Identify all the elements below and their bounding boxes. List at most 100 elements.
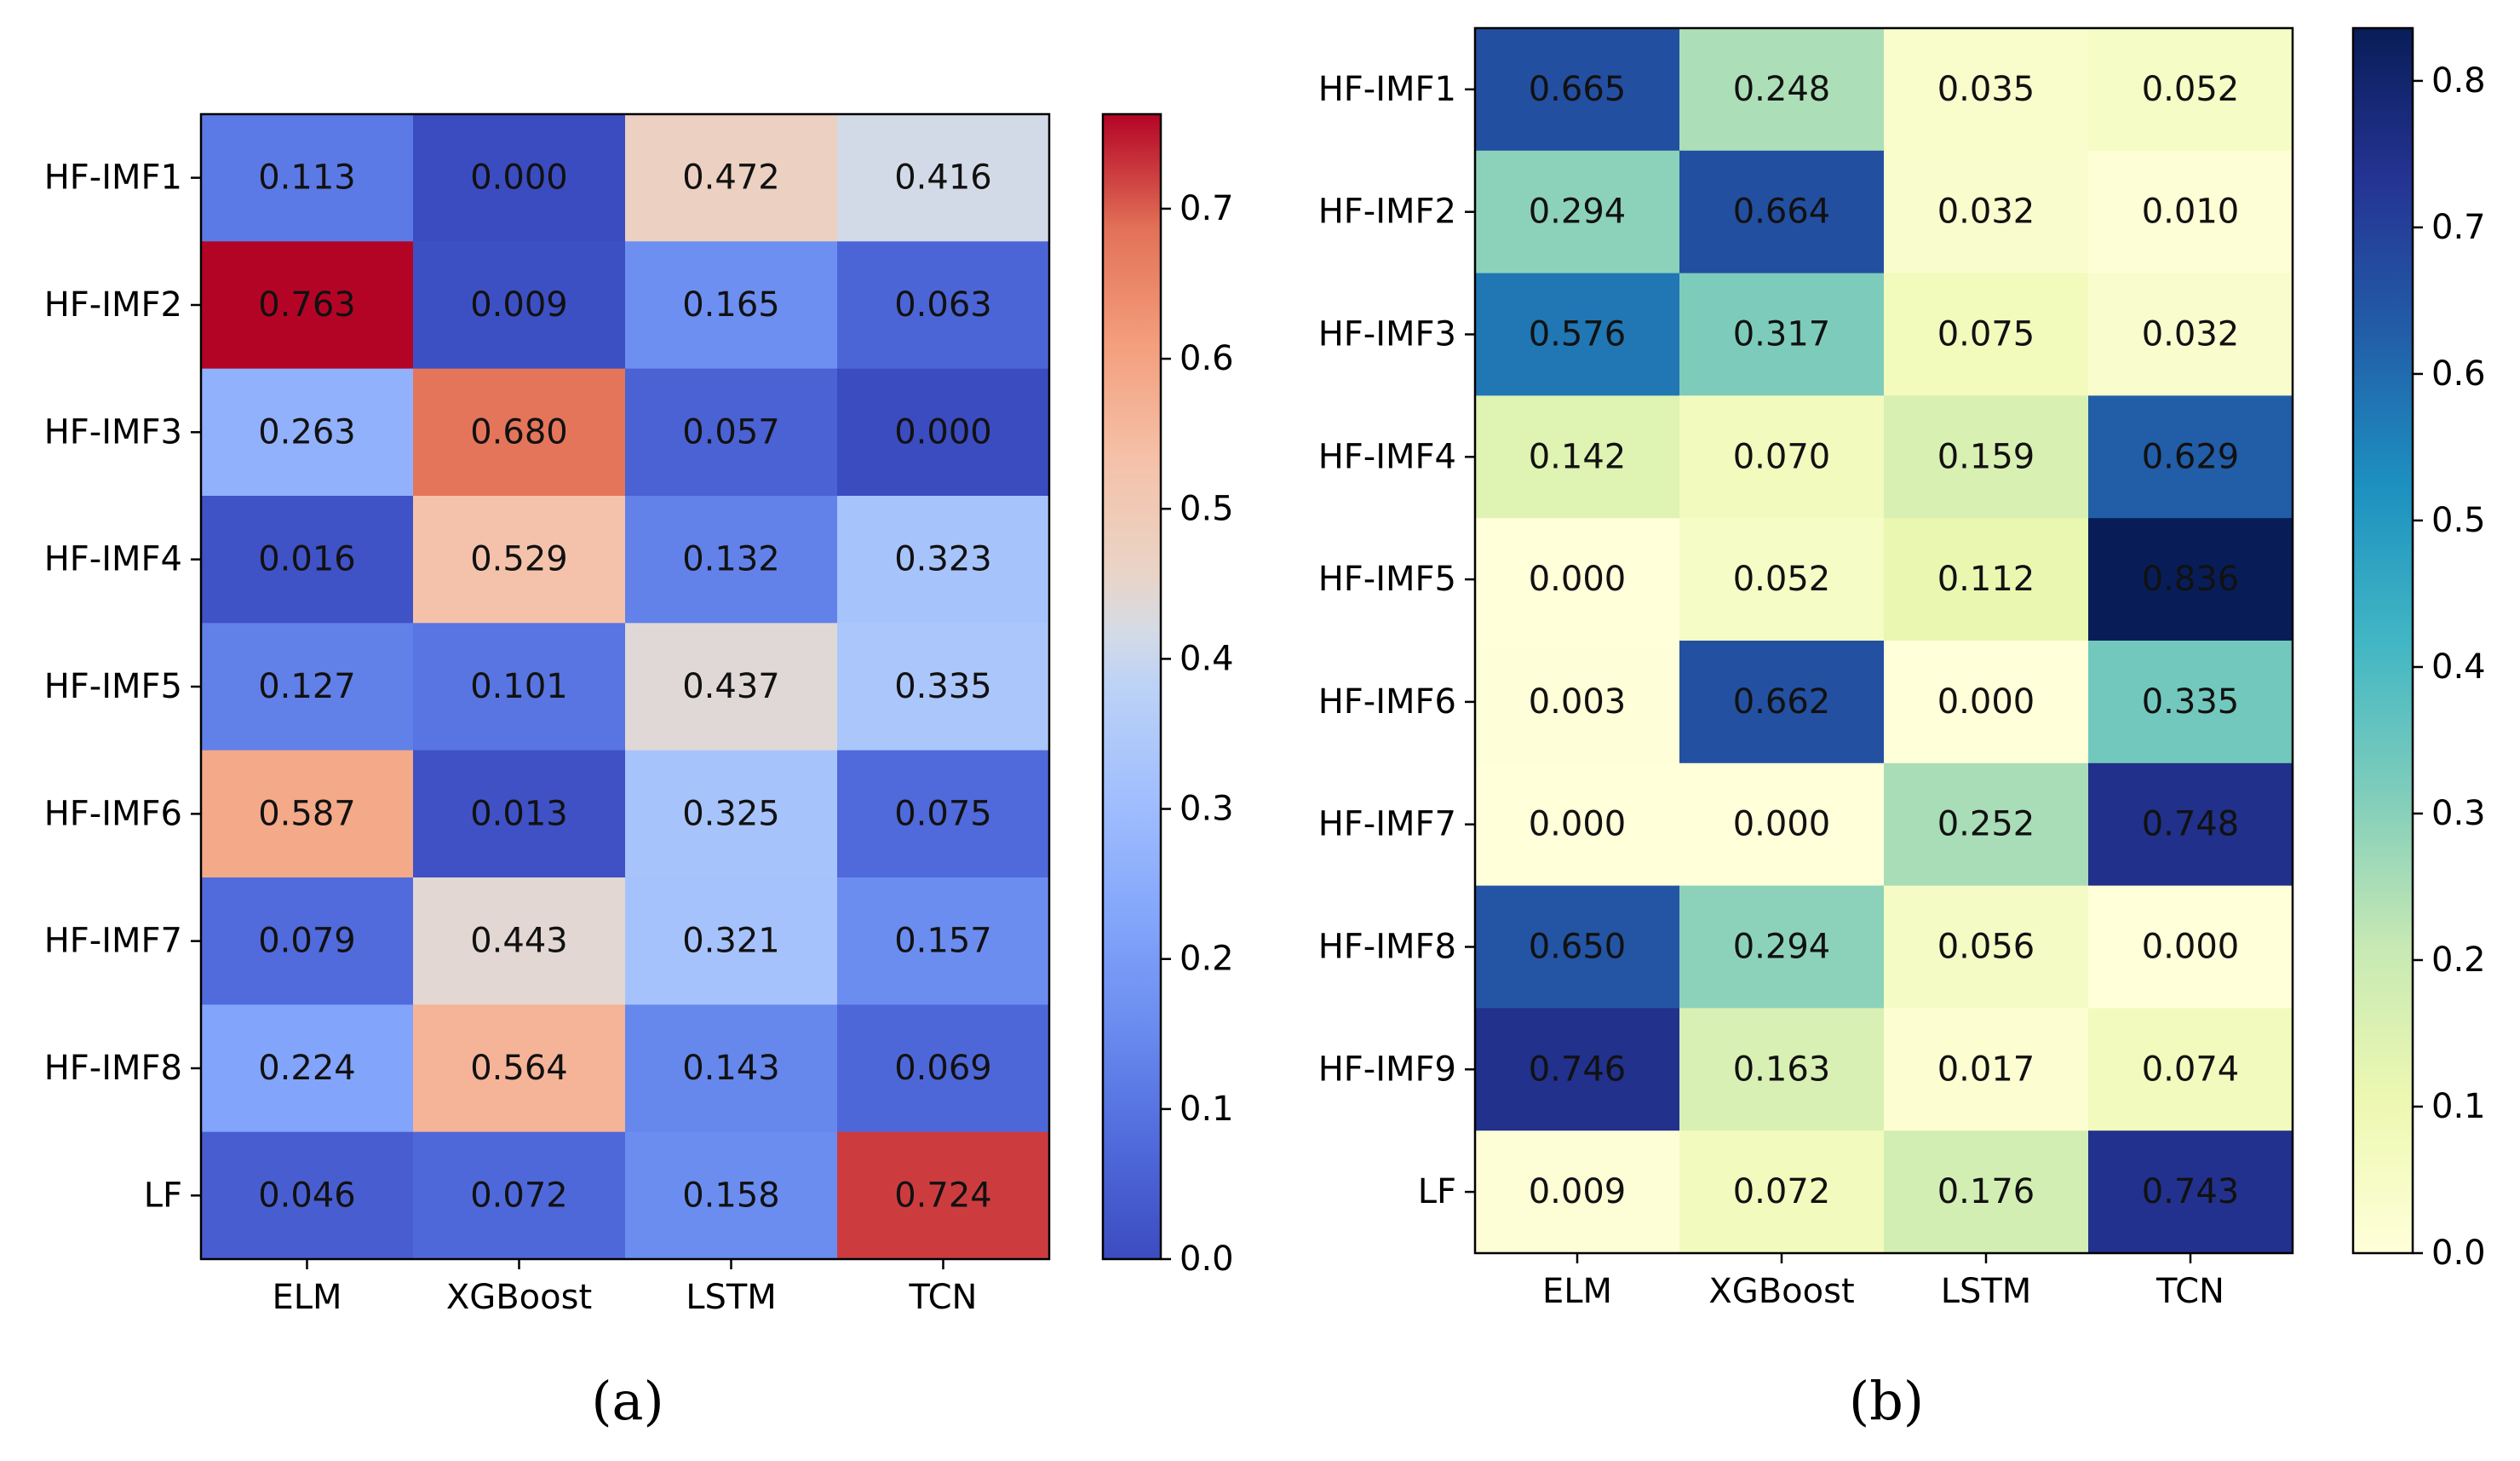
cell-value-label: 0.159 <box>1937 437 2035 476</box>
heatmap-cell-b-r8-c1 <box>1475 885 1680 1009</box>
y-tick-label: HF-IMF4 <box>1318 437 1456 476</box>
colorbar-tick-label: 0.1 <box>2431 1087 2486 1126</box>
cell-value-label: 0.113 <box>258 158 356 198</box>
y-tick-label: HF-IMF2 <box>44 285 182 325</box>
heatmap-cell-b-r9-c3 <box>1884 1008 2089 1131</box>
cell-value-label: 0.079 <box>258 922 356 961</box>
colorbar-tick-label: 0.7 <box>2431 208 2486 247</box>
heatmap-cell-a-r5-c4 <box>837 623 1050 751</box>
cell-value-label: 0.000 <box>2142 928 2240 967</box>
cell-value-label: 0.075 <box>1937 315 2035 354</box>
heatmap-cell-b-r10-c2 <box>1679 1130 1885 1254</box>
heatmap-cell-b-r8-c4 <box>2088 885 2293 1009</box>
heatmap-panel-b: 0.665 0.248 0.035 0.052 0.294 0.664 0.032 0.010… <box>1318 26 2486 1311</box>
colorbar-tick-label: 0.0 <box>2431 1234 2486 1273</box>
heatmap-cell-b-r5-c3 <box>1884 518 2089 641</box>
y-tick-label: HF-IMF9 <box>1318 1050 1456 1089</box>
cell-value-label: 0.052 <box>2142 70 2240 109</box>
heatmap-cell-a-r8-c1 <box>201 1004 414 1133</box>
cell-value-label: 0.662 <box>1733 682 1831 722</box>
heatmap-cell-a-r7-c1 <box>201 877 414 1005</box>
cell-value-label: 0.072 <box>1733 1172 1831 1211</box>
heatmap-cell-b-r4-c4 <box>2088 395 2293 519</box>
heatmap-cell-b-r5-c1 <box>1475 518 1680 641</box>
y-tick-label: HF-IMF5 <box>44 667 182 706</box>
heatmap-cell-b-r1-c1 <box>1475 28 1680 152</box>
cell-value-label: 0.070 <box>1733 437 1831 476</box>
cell-value-label: 0.443 <box>470 922 568 961</box>
heatmap-cell-a-r4-c1 <box>201 496 414 624</box>
heatmap-cell-a-r6-c1 <box>201 750 414 878</box>
y-tick-label: HF-IMF8 <box>1318 928 1456 967</box>
colorbar-tick-label: 0.3 <box>1180 790 1234 829</box>
cell-value-label: 0.680 <box>470 412 568 452</box>
heatmap-cell-a-r9-c4 <box>837 1131 1050 1260</box>
heatmap-cell-a-r7-c3 <box>625 877 838 1005</box>
heatmap-cell-b-r2-c4 <box>2088 150 2293 274</box>
y-tick-label: HF-IMF2 <box>1318 193 1456 232</box>
colorbar-tick-label: 0.3 <box>2431 794 2486 833</box>
heatmap-cell-a-r4-c4 <box>837 496 1050 624</box>
heatmap-cell-b-r10-c1 <box>1475 1130 1680 1254</box>
cell-value-label: 0.325 <box>682 794 780 833</box>
colorbar-tick-label: 0.1 <box>1180 1090 1234 1129</box>
heatmap-cell-b-r10-c4 <box>2088 1130 2293 1254</box>
heatmap-cell-a-r4-c3 <box>625 496 838 624</box>
cell-value-label: 0.075 <box>894 794 992 833</box>
heatmap-cell-b-r5-c2 <box>1679 518 1885 641</box>
heatmap-cell-a-r1-c2 <box>413 114 626 242</box>
heatmap-cell-a-r3-c3 <box>625 368 838 497</box>
heatmap-cell-a-r5-c3 <box>625 623 838 751</box>
cell-value-label: 0.416 <box>894 158 992 198</box>
cell-value-label: 0.000 <box>470 158 568 198</box>
panel-label-b: (b) <box>1848 1370 1925 1432</box>
heatmap-cell-a-r2-c4 <box>837 241 1050 370</box>
cell-value-label: 0.650 <box>1529 928 1627 967</box>
heatmap-cell-b-r7-c4 <box>2088 762 2293 887</box>
cell-value-label: 0.157 <box>894 922 992 961</box>
cell-value-label: 0.472 <box>682 158 780 198</box>
cell-value-label: 0.000 <box>1937 682 2035 722</box>
cell-value-label: 0.724 <box>894 1176 992 1215</box>
x-tick-label: ELM <box>272 1278 342 1317</box>
cell-value-label: 0.009 <box>1529 1172 1627 1211</box>
cell-value-label: 0.032 <box>2142 315 2240 354</box>
cell-value-label: 0.057 <box>682 412 780 452</box>
x-tick-label: XGBoost <box>1708 1272 1854 1311</box>
heatmap-cell-b-r6-c1 <box>1475 641 1680 764</box>
cell-value-label: 0.665 <box>1529 70 1627 109</box>
cell-value-label: 0.032 <box>1937 193 2035 232</box>
heatmap-cell-b-r9-c2 <box>1679 1008 1885 1131</box>
heatmap-cell-a-r5-c1 <box>201 623 414 751</box>
x-tick-label: TCN <box>2155 1272 2224 1311</box>
heatmap-cell-a-r3-c2 <box>413 368 626 497</box>
x-tick-label: ELM <box>1542 1272 1612 1311</box>
y-tick-label: HF-IMF1 <box>1318 70 1456 109</box>
heatmap-cell-a-r6-c4 <box>837 750 1050 878</box>
cell-value-label: 0.017 <box>1937 1050 2035 1089</box>
heatmap-cell-a-r1-c1 <box>201 114 414 242</box>
cell-value-label: 0.294 <box>1529 193 1627 232</box>
y-tick-label: HF-IMF8 <box>44 1049 182 1088</box>
heatmap-cell-b-r3-c2 <box>1679 273 1885 396</box>
cell-value-label: 0.158 <box>682 1176 780 1215</box>
colorbar-tick-label: 0.4 <box>1180 639 1234 678</box>
heatmap-cell-b-r6-c3 <box>1884 641 2089 764</box>
heatmap-cell-b-r8-c3 <box>1884 885 2089 1009</box>
heatmap-cell-a-r2-c2 <box>413 241 626 370</box>
colorbar-tick-label: 0.8 <box>2431 61 2486 101</box>
colorbar-tick-label: 0.4 <box>2431 647 2486 687</box>
cell-value-label: 0.748 <box>2142 805 2240 844</box>
y-tick-label: LF <box>144 1176 182 1215</box>
panel-label-a: (a) <box>591 1370 664 1432</box>
heatmap-cell-a-r7-c4 <box>837 877 1050 1005</box>
cell-value-label: 0.576 <box>1529 315 1627 354</box>
colorbar-a <box>1101 112 1162 1261</box>
colorbar-tick-label: 0.5 <box>2431 501 2486 540</box>
heatmap-cell-a-r1-c4 <box>837 114 1050 242</box>
cell-value-label: 0.252 <box>1937 805 2035 844</box>
heatmap-cell-b-r3-c4 <box>2088 273 2293 396</box>
heatmap-cell-a-r9-c1 <box>201 1131 414 1260</box>
heatmap-cell-b-r6-c2 <box>1679 641 1885 764</box>
heatmap-cell-a-r9-c3 <box>625 1131 838 1260</box>
